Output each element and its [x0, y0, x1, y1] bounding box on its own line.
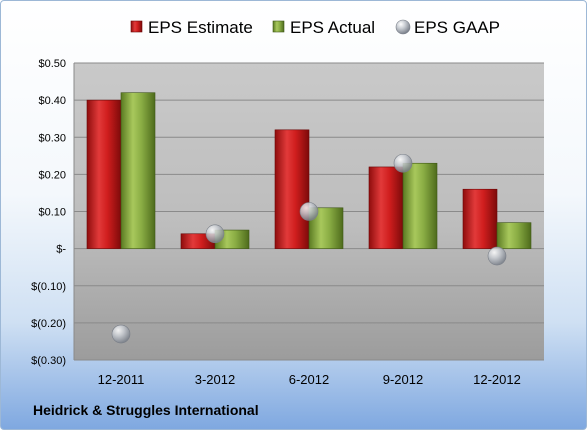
legend-label: EPS Actual	[290, 18, 375, 37]
y-tick-label: $(0.30)	[31, 355, 66, 367]
legend-label: EPS Estimate	[148, 18, 253, 37]
y-tick-label: $0.20	[38, 169, 66, 181]
company-name: Heidrick & Struggles International	[33, 402, 259, 418]
bar-eps-estimate	[274, 129, 310, 249]
plot-area: $0.50 $0.40 $0.30 $0.20 $0.10 $- $(0.10) $(0.20…	[31, 58, 544, 387]
x-tick-label: 9-2012	[383, 372, 423, 387]
bar-eps-estimate	[86, 99, 122, 249]
legend-swatch-eps-estimate	[130, 20, 143, 33]
y-tick-label: $0.30	[38, 132, 66, 144]
legend: EPS Estimate EPS Actual EPS GAAP	[130, 18, 500, 37]
y-tick-label: $0.50	[38, 58, 66, 70]
y-tick-label: $(0.10)	[31, 281, 66, 293]
y-tick-label: $(0.20)	[31, 318, 66, 330]
bar-eps-actual	[120, 92, 156, 249]
marker-eps-gaap	[393, 153, 413, 173]
marker-eps-gaap	[205, 224, 225, 244]
legend-swatch-eps-actual	[272, 20, 285, 33]
bar-eps-actual	[308, 207, 344, 249]
bar-eps-actual	[496, 222, 532, 249]
legend-swatch-eps-gaap	[395, 19, 411, 35]
marker-eps-gaap	[111, 324, 131, 344]
y-tick-label: $0.40	[38, 95, 66, 107]
x-tick-label: 6-2012	[289, 372, 329, 387]
x-tick-label: 12-2011	[98, 372, 145, 387]
bar-eps-estimate	[368, 166, 404, 249]
x-tick-label: 12-2012	[473, 372, 521, 387]
marker-eps-gaap	[487, 246, 507, 266]
legend-label: EPS GAAP	[414, 18, 500, 37]
y-tick-label: $0.10	[38, 207, 66, 219]
marker-eps-gaap	[299, 202, 319, 221]
y-tick-label: $-	[56, 244, 66, 256]
x-tick-label: 3-2012	[195, 372, 235, 387]
bar-eps-estimate	[462, 188, 498, 249]
bar-eps-actual	[402, 162, 438, 249]
